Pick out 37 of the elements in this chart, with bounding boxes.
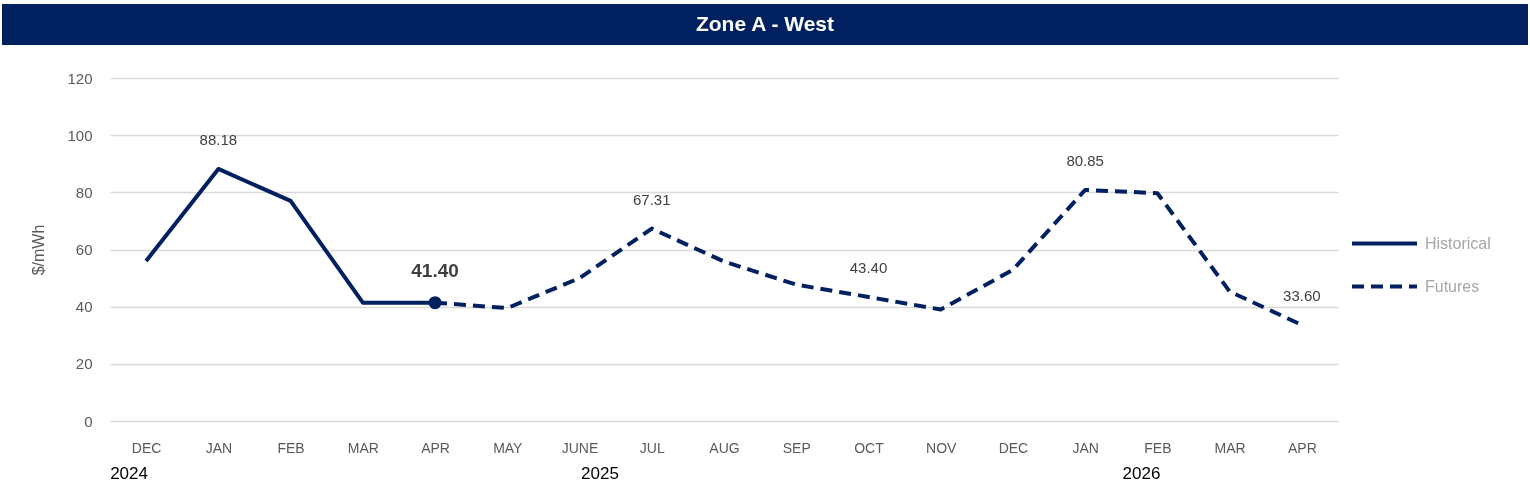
x-tick-label: AUG xyxy=(709,439,740,456)
x-tick-label: MAR xyxy=(347,439,379,456)
y-tick-label: 40 xyxy=(75,298,93,316)
chart-title: Zone A - West xyxy=(695,11,835,35)
y-tick-label: 60 xyxy=(75,241,93,258)
x-tick-label: JUL xyxy=(639,439,665,456)
x-tick-label: JAN xyxy=(1072,439,1099,456)
x-tick-label: NOV xyxy=(926,439,958,456)
data-label: 33.60 xyxy=(1283,286,1321,304)
x-tick-label: DEC xyxy=(998,439,1029,456)
data-label: 43.40 xyxy=(849,258,888,276)
x-tick-label: APR xyxy=(421,439,450,456)
x-tick-label: JUNE xyxy=(561,439,599,456)
text: 2026 xyxy=(1122,464,1161,483)
y-tick-label: 100 xyxy=(67,126,93,144)
x-tick-label: DEC xyxy=(131,439,162,456)
data-label: 67.31 xyxy=(632,190,671,208)
legend-label: Futures xyxy=(1425,277,1480,295)
x-tick-label: OCT xyxy=(854,439,885,456)
y-axis-title: $/mWh xyxy=(29,224,47,276)
x-tick-label: FEB xyxy=(277,439,305,456)
text: 2025 xyxy=(581,464,619,483)
legend-label: Historical xyxy=(1425,234,1491,252)
x-tick-label: APR xyxy=(1287,439,1317,456)
data-label: 88.18 xyxy=(199,130,238,148)
x-tick-label: SEP xyxy=(782,439,811,456)
text: 2024 xyxy=(110,464,148,483)
y-tick-label: 120 xyxy=(67,69,93,87)
x-tick-label: MAY xyxy=(493,439,524,456)
x-tick-label: FEB xyxy=(1144,439,1172,456)
y-tick-label: 20 xyxy=(75,355,93,373)
x-tick-label: JAN xyxy=(205,439,233,456)
x-tick-label: MAR xyxy=(1214,439,1246,456)
y-tick-label: 80 xyxy=(75,183,93,201)
data-label: 41.40 xyxy=(411,259,459,281)
y-tick-label: 0 xyxy=(84,412,93,430)
data-label: 80.85 xyxy=(1066,151,1104,169)
